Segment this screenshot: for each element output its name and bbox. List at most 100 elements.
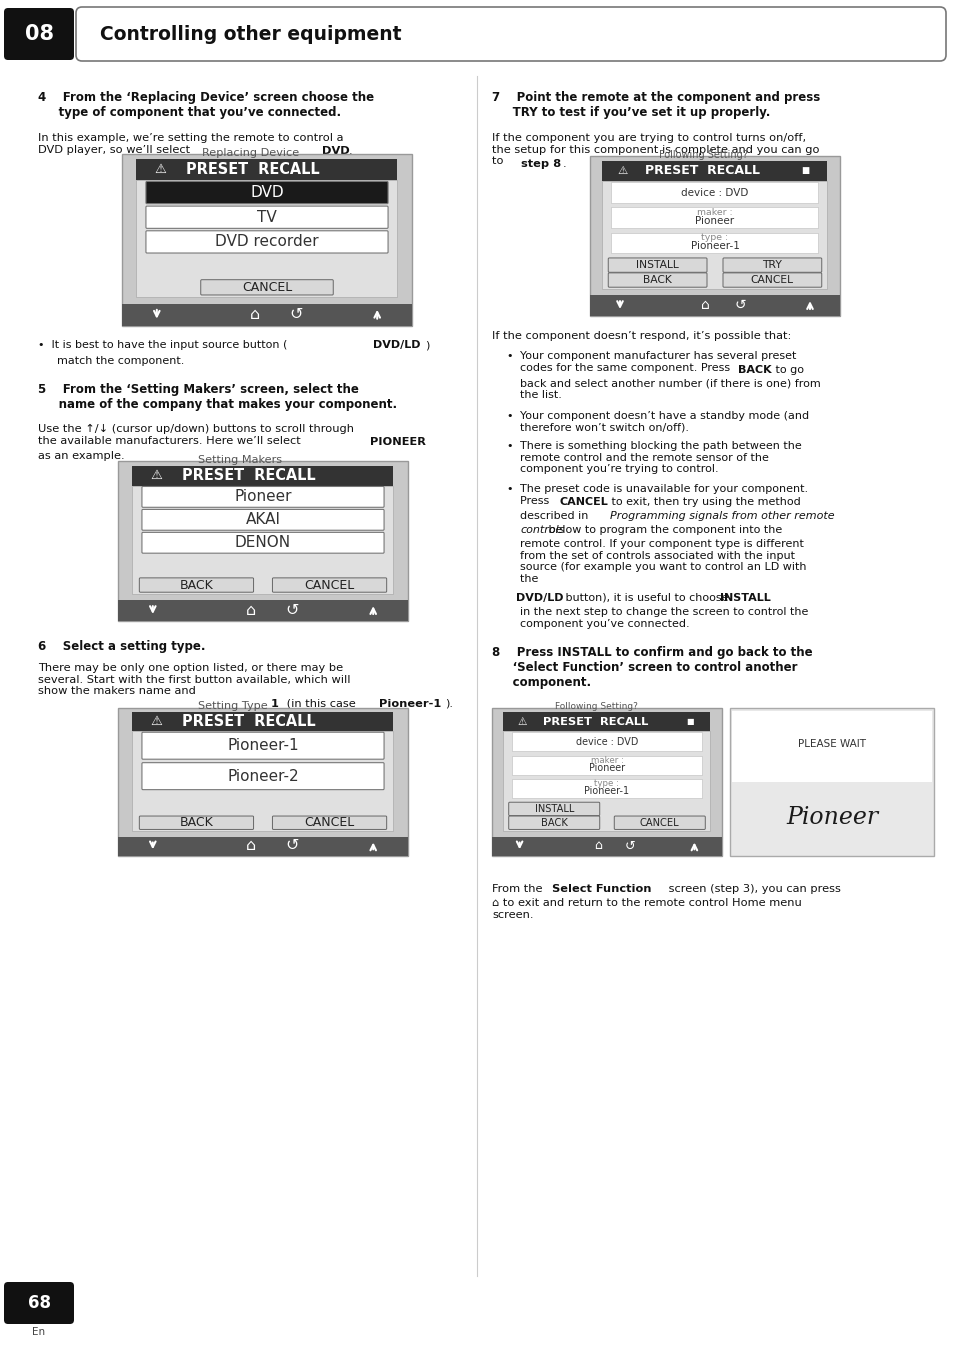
FancyBboxPatch shape bbox=[142, 763, 384, 790]
Text: ■: ■ bbox=[685, 717, 693, 725]
Bar bbox=[132, 486, 393, 594]
Text: Following Setting?: Following Setting? bbox=[555, 703, 638, 712]
Bar bbox=[511, 755, 701, 775]
FancyBboxPatch shape bbox=[273, 816, 386, 829]
Bar bbox=[602, 180, 826, 289]
Text: ⚠: ⚠ bbox=[150, 470, 162, 482]
FancyBboxPatch shape bbox=[76, 7, 945, 61]
Text: as an example.: as an example. bbox=[38, 451, 125, 460]
Bar bbox=[602, 160, 826, 180]
Bar bbox=[611, 182, 818, 203]
Text: (in this case: (in this case bbox=[283, 699, 359, 709]
Text: maker :: maker : bbox=[590, 755, 622, 765]
Text: TRY: TRY bbox=[761, 260, 781, 271]
Text: Setting Makers: Setting Makers bbox=[197, 455, 281, 464]
FancyBboxPatch shape bbox=[139, 577, 253, 592]
Text: PRESET  RECALL: PRESET RECALL bbox=[644, 164, 760, 178]
FancyBboxPatch shape bbox=[608, 258, 706, 272]
Bar bbox=[589, 295, 840, 316]
Bar bbox=[118, 837, 408, 856]
Text: 08: 08 bbox=[25, 24, 53, 44]
Text: INSTALL: INSTALL bbox=[534, 804, 574, 814]
Text: type :: type : bbox=[594, 779, 618, 787]
Text: Following Setting?: Following Setting? bbox=[659, 149, 747, 160]
Text: ): ) bbox=[424, 341, 429, 350]
Text: Setting Type: Setting Type bbox=[197, 701, 267, 712]
Text: described in: described in bbox=[519, 511, 591, 521]
FancyBboxPatch shape bbox=[200, 280, 333, 295]
Text: 7    Point the remote at the component and press
     TRY to test if you’ve set : 7 Point the remote at the component and … bbox=[492, 92, 820, 118]
Text: 8    Press INSTALL to confirm and go back to the
     ‘Select Function’ screen t: 8 Press INSTALL to confirm and go back t… bbox=[492, 646, 812, 689]
FancyBboxPatch shape bbox=[142, 509, 384, 530]
FancyBboxPatch shape bbox=[142, 486, 384, 507]
Text: button), it is useful to choose: button), it is useful to choose bbox=[561, 594, 731, 603]
Bar bbox=[492, 837, 721, 856]
Bar bbox=[132, 466, 393, 486]
Text: type :: type : bbox=[700, 233, 728, 242]
FancyBboxPatch shape bbox=[589, 156, 840, 316]
Text: DVD recorder: DVD recorder bbox=[215, 234, 318, 249]
Text: ↺: ↺ bbox=[285, 603, 298, 618]
Text: En: En bbox=[32, 1327, 46, 1337]
FancyBboxPatch shape bbox=[722, 258, 821, 272]
Text: Pioneer-2: Pioneer-2 bbox=[227, 769, 298, 783]
Text: There may be only one option listed, or there may be
several. Start with the fir: There may be only one option listed, or … bbox=[38, 664, 350, 696]
Text: BACK: BACK bbox=[179, 579, 213, 591]
Text: ■: ■ bbox=[801, 166, 808, 175]
Text: CANCEL: CANCEL bbox=[750, 275, 793, 285]
Text: below to program the component into the: below to program the component into the bbox=[544, 525, 781, 534]
Text: .: . bbox=[562, 159, 566, 170]
Text: PRESET  RECALL: PRESET RECALL bbox=[186, 163, 319, 178]
FancyBboxPatch shape bbox=[146, 230, 388, 253]
Text: back and select another number (if there is one) from
the list.: back and select another number (if there… bbox=[519, 378, 820, 400]
Text: BACK: BACK bbox=[738, 365, 771, 376]
Bar bbox=[511, 732, 701, 751]
FancyBboxPatch shape bbox=[4, 8, 74, 61]
Text: ).: ). bbox=[444, 699, 453, 709]
Text: ↺: ↺ bbox=[624, 840, 635, 852]
Bar bbox=[132, 731, 393, 830]
FancyBboxPatch shape bbox=[142, 732, 384, 759]
Text: CANCEL: CANCEL bbox=[639, 818, 679, 828]
Text: to exit, then try using the method: to exit, then try using the method bbox=[607, 497, 800, 507]
Text: ⌂: ⌂ bbox=[700, 299, 709, 312]
Text: Pioneer: Pioneer bbox=[234, 490, 292, 505]
Text: DVD: DVD bbox=[322, 145, 350, 156]
Text: 1: 1 bbox=[271, 699, 278, 709]
FancyBboxPatch shape bbox=[139, 816, 253, 829]
Text: Controlling other equipment: Controlling other equipment bbox=[100, 24, 401, 43]
Text: CANCEL: CANCEL bbox=[242, 281, 292, 293]
Text: 68: 68 bbox=[28, 1294, 51, 1312]
Text: Pioneer: Pioneer bbox=[785, 806, 877, 829]
FancyBboxPatch shape bbox=[142, 533, 384, 553]
Text: PRESET  RECALL: PRESET RECALL bbox=[182, 468, 315, 483]
Text: ⌂: ⌂ bbox=[246, 839, 256, 853]
Text: DVD/LD: DVD/LD bbox=[373, 341, 420, 350]
Text: screen (step 3), you can press: screen (step 3), you can press bbox=[664, 884, 840, 894]
Bar bbox=[118, 600, 408, 621]
FancyBboxPatch shape bbox=[508, 802, 599, 816]
Text: Pioneer-1: Pioneer-1 bbox=[584, 786, 629, 797]
Text: ↺: ↺ bbox=[734, 299, 745, 312]
Bar bbox=[136, 180, 397, 296]
Text: If the component doesn’t respond, it’s possible that:: If the component doesn’t respond, it’s p… bbox=[492, 331, 791, 341]
Text: Pioneer-1: Pioneer-1 bbox=[690, 241, 739, 252]
Text: Replacing Device: Replacing Device bbox=[201, 148, 298, 159]
Text: •: • bbox=[505, 351, 512, 361]
Text: The preset code is unavailable for your component.
Press: The preset code is unavailable for your … bbox=[519, 485, 807, 506]
Bar bbox=[132, 712, 393, 731]
FancyBboxPatch shape bbox=[4, 1281, 74, 1324]
Bar bbox=[511, 779, 701, 798]
Text: Pioneer: Pioneer bbox=[588, 763, 624, 773]
Text: There is something blocking the path between the
remote control and the remote s: There is something blocking the path bet… bbox=[519, 441, 801, 474]
FancyBboxPatch shape bbox=[722, 273, 821, 287]
Bar bbox=[503, 731, 710, 830]
Text: INSTALL: INSTALL bbox=[720, 594, 770, 603]
Text: •  It is best to have the input source button (: • It is best to have the input source bu… bbox=[38, 341, 287, 350]
FancyBboxPatch shape bbox=[614, 816, 704, 829]
Text: ↺: ↺ bbox=[289, 307, 302, 322]
Text: •: • bbox=[505, 485, 512, 494]
Bar bbox=[136, 159, 397, 180]
FancyBboxPatch shape bbox=[118, 708, 408, 856]
FancyBboxPatch shape bbox=[146, 182, 388, 203]
